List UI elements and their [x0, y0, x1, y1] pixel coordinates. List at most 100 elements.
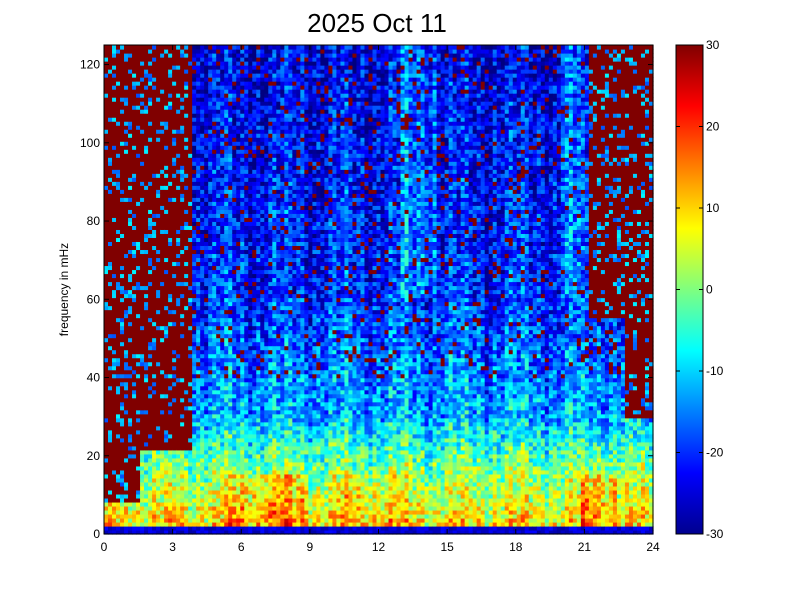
heatmap-cell: [196, 61, 201, 66]
heatmap-cell: [244, 113, 249, 118]
heatmap-cell: [136, 394, 141, 399]
heatmap-cell: [256, 81, 261, 86]
heatmap-cell: [252, 354, 257, 359]
heatmap-cell: [168, 109, 173, 114]
heatmap-cell: [212, 446, 217, 451]
heatmap-cell: [108, 450, 113, 455]
heatmap-cell: [244, 273, 249, 278]
heatmap-cell: [216, 302, 221, 307]
heatmap-cell: [124, 290, 129, 295]
heatmap-cell: [152, 454, 157, 459]
heatmap-cell: [192, 306, 197, 311]
heatmap-cell: [188, 322, 193, 327]
heatmap-cell: [156, 498, 161, 503]
heatmap-cell: [220, 205, 225, 210]
heatmap-cell: [180, 73, 185, 78]
heatmap-cell: [136, 45, 141, 50]
heatmap-cell: [264, 277, 269, 282]
heatmap-cell: [180, 257, 185, 262]
heatmap-cell: [208, 197, 213, 202]
heatmap-cell: [132, 522, 137, 527]
heatmap-cell: [112, 253, 117, 258]
heatmap-cell: [144, 398, 149, 403]
heatmap-cell: [204, 334, 209, 339]
heatmap-cell: [212, 65, 217, 70]
heatmap-cell: [132, 61, 137, 66]
heatmap-cell: [200, 326, 205, 331]
heatmap-cell: [236, 458, 241, 463]
heatmap-cell: [220, 426, 225, 431]
heatmap-cell: [256, 201, 261, 206]
heatmap-cell: [244, 494, 249, 499]
heatmap-cell: [164, 518, 169, 523]
heatmap-cell: [128, 342, 133, 347]
heatmap-cell: [192, 165, 197, 170]
heatmap-cell: [224, 438, 229, 443]
heatmap-cell: [244, 165, 249, 170]
heatmap-cell: [236, 446, 241, 451]
heatmap-cell: [120, 269, 125, 274]
heatmap-cell: [168, 470, 173, 475]
heatmap-cell: [240, 69, 245, 74]
heatmap-cell: [204, 85, 209, 90]
heatmap-cell: [252, 157, 257, 162]
heatmap-cell: [228, 117, 233, 122]
heatmap-cell: [232, 322, 237, 327]
heatmap-cell: [120, 462, 125, 467]
heatmap-cell: [144, 145, 149, 150]
heatmap-cell: [220, 366, 225, 371]
heatmap-cell: [260, 350, 265, 355]
heatmap-cell: [232, 462, 237, 467]
heatmap-cell: [228, 486, 233, 491]
heatmap-cell: [124, 209, 129, 214]
heatmap-cell: [124, 249, 129, 254]
heatmap-cell: [116, 93, 121, 98]
heatmap-cell: [224, 306, 229, 311]
heatmap-cell: [152, 326, 157, 331]
heatmap-cell: [252, 502, 257, 507]
heatmap-cell: [164, 322, 169, 327]
heatmap-cell: [120, 281, 125, 286]
heatmap-cell: [172, 454, 177, 459]
heatmap-cell: [124, 109, 129, 114]
heatmap-cell: [168, 97, 173, 102]
heatmap-cell: [108, 522, 113, 527]
heatmap-cell: [172, 466, 177, 471]
heatmap-cell: [244, 233, 249, 238]
heatmap-cell: [224, 358, 229, 363]
heatmap-cell: [252, 518, 257, 523]
heatmap-cell: [232, 482, 237, 487]
heatmap-cell: [196, 69, 201, 74]
heatmap-cell: [240, 366, 245, 371]
heatmap-cell: [168, 298, 173, 303]
heatmap-cell: [160, 498, 165, 503]
heatmap-cell: [260, 318, 265, 323]
heatmap-cell: [116, 474, 121, 479]
heatmap-cell: [152, 514, 157, 519]
heatmap-cell: [264, 241, 269, 246]
heatmap-cell: [140, 498, 145, 503]
heatmap-cell: [164, 69, 169, 74]
heatmap-cell: [132, 402, 137, 407]
heatmap-cell: [216, 350, 221, 355]
heatmap-cell: [244, 209, 249, 214]
heatmap-cell: [228, 285, 233, 290]
heatmap-cell: [156, 253, 161, 258]
heatmap-cell: [152, 498, 157, 503]
heatmap-cell: [124, 233, 129, 238]
heatmap-cell: [108, 354, 113, 359]
heatmap-cell: [116, 217, 121, 222]
heatmap-cell: [208, 277, 213, 282]
heatmap-cell: [208, 318, 213, 323]
heatmap-cell: [160, 141, 165, 146]
heatmap-cell: [200, 298, 205, 303]
heatmap-cell: [264, 442, 269, 447]
heatmap-cell: [176, 382, 181, 387]
heatmap-cell: [104, 169, 109, 174]
heatmap-cell: [252, 442, 257, 447]
heatmap-cell: [124, 306, 129, 311]
heatmap-cell: [136, 141, 141, 146]
heatmap-cell: [168, 237, 173, 242]
heatmap-cell: [216, 446, 221, 451]
heatmap-cell: [180, 518, 185, 523]
